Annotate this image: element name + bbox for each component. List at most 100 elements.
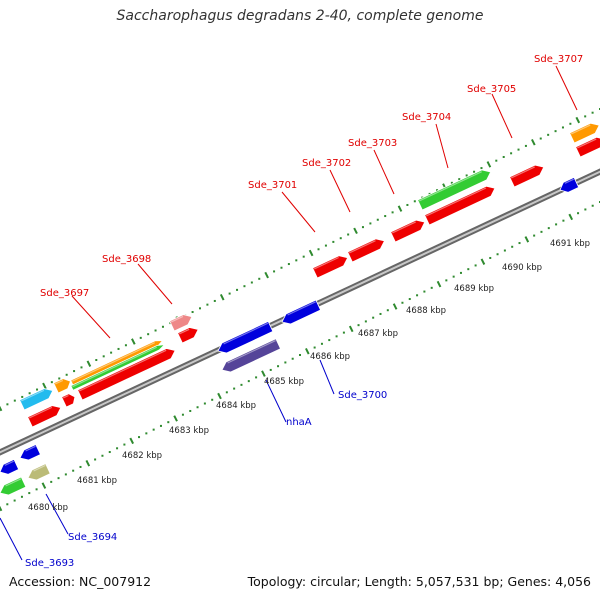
tick-dot [145, 432, 148, 435]
gene-arrow [19, 388, 54, 411]
gene-arrow [177, 327, 199, 344]
tick-dot [496, 253, 499, 256]
gene-arrow [27, 463, 51, 481]
tick-dot [280, 266, 283, 269]
tick-dot [73, 370, 76, 373]
tick-dot [161, 325, 164, 328]
tick-dot [569, 122, 572, 125]
tick-dot [430, 286, 433, 289]
tick-dot [401, 301, 404, 304]
tick-dot [196, 406, 199, 409]
tick-dot [328, 339, 331, 342]
tick-dot [561, 126, 564, 129]
tick-dot [123, 443, 126, 446]
tick-dot [102, 355, 105, 358]
tick-dot [277, 365, 280, 368]
gene-arrow [417, 169, 492, 211]
tick-dot [80, 366, 83, 369]
scale-tick-label: 4680 kbp [28, 503, 68, 513]
scale-tick-label: 4690 kbp [502, 263, 542, 273]
tick-mark [568, 213, 574, 221]
tick-dot [591, 111, 594, 114]
leader-line [71, 295, 111, 339]
tick-dot [473, 170, 476, 173]
tick-dot [539, 137, 542, 140]
scale-tick-label: 4681 kbp [77, 476, 117, 486]
tick-dot [35, 488, 38, 491]
gene-label-forward: Sde_3697 [40, 288, 89, 299]
tick-dot [110, 351, 113, 354]
leader-line [137, 263, 173, 305]
tick-dot [591, 204, 594, 207]
tick-mark [129, 437, 135, 445]
tick-dot [511, 245, 514, 248]
leader-line [45, 493, 69, 535]
label-leaders [0, 65, 578, 561]
tick-dot [284, 361, 287, 364]
tick-dot [332, 240, 335, 243]
scale-tick-label: 4687 kbp [358, 329, 398, 339]
tick-dot [555, 223, 558, 226]
tick-dot [386, 309, 389, 312]
gene-label-reverse: Sde_3693 [25, 558, 74, 569]
tick-dot [495, 159, 498, 162]
tick-dot [408, 298, 411, 301]
tick-dot [20, 495, 23, 498]
gene-label-forward: Sde_3705 [467, 84, 516, 95]
tick-mark [305, 348, 310, 355]
gene-arrow [0, 458, 20, 475]
leader-line [491, 93, 513, 139]
tick-dot [203, 402, 206, 405]
tick-dot [50, 381, 53, 384]
tick-dot [452, 275, 455, 278]
tick-mark [0, 505, 3, 512]
leader-line [319, 359, 335, 395]
tick-dot [445, 279, 448, 282]
gene-arrow [0, 476, 27, 496]
gene-arrow [19, 444, 41, 461]
tick-dot [540, 230, 543, 233]
tick-dot [191, 311, 194, 314]
leader-line [373, 149, 395, 195]
gene-label-forward: Sde_3703 [348, 138, 397, 149]
tick-dot [225, 391, 228, 394]
tick-dot [510, 152, 513, 155]
tick-dot [379, 312, 382, 315]
tick-dot [436, 189, 439, 192]
tick-mark [480, 258, 486, 265]
tick-dot [320, 342, 323, 345]
tick-dot [372, 316, 375, 319]
gene-arrow [169, 314, 193, 332]
tick-dot [584, 208, 587, 211]
tick-dot [139, 336, 142, 339]
tick-dot [467, 268, 470, 271]
gene-arrow [347, 238, 386, 263]
scale-tick-label: 4686 kbp [310, 352, 350, 362]
tick-dot [342, 331, 345, 334]
tick-dot [36, 388, 39, 391]
accession-label: Accession: NC_007912 [9, 574, 152, 589]
tick-dot [413, 200, 416, 203]
tick-dot [250, 281, 253, 284]
tick-dot [369, 222, 372, 225]
forward-dot-row [0, 108, 600, 412]
tick-dot [236, 288, 239, 291]
tick-dot [101, 454, 104, 457]
tick-dot [291, 357, 294, 360]
tick-dot [547, 133, 550, 136]
tick-dot [465, 174, 468, 177]
tick-dot [459, 271, 462, 274]
tick-dot [361, 226, 364, 229]
tick-dot [502, 155, 505, 158]
tick-dot [313, 346, 316, 349]
tick-dot [57, 477, 60, 480]
leader-line [329, 169, 351, 213]
leader-line [0, 517, 23, 561]
tick-dot [167, 421, 170, 424]
gene-label-forward: Sde_3698 [102, 254, 151, 265]
tick-dot [228, 292, 231, 295]
tick-dot [474, 264, 477, 267]
tick-mark [0, 405, 3, 412]
tick-dot [6, 403, 9, 406]
